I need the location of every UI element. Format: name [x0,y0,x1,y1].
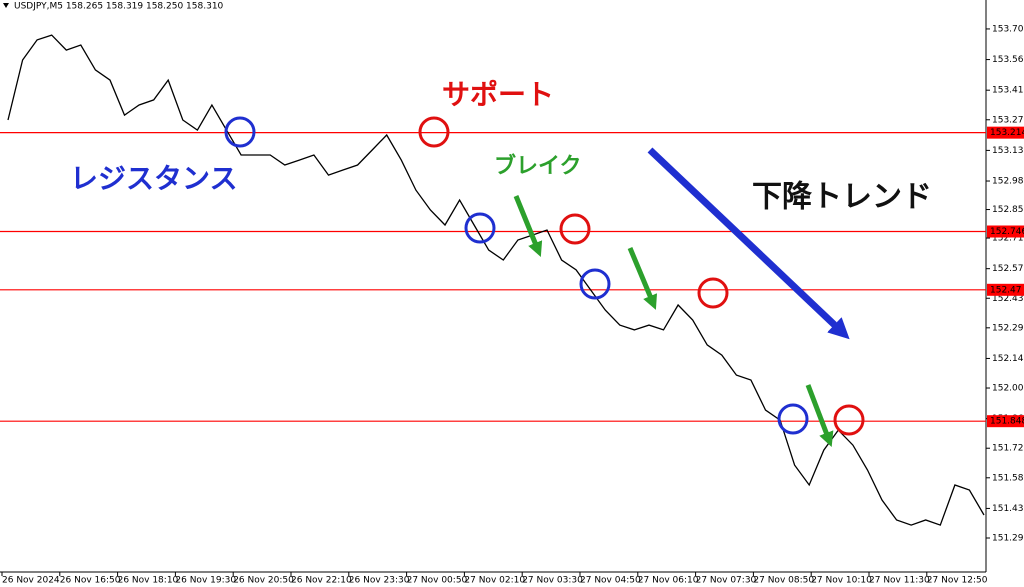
level-label-bg [987,126,1024,139]
x-tick-label: 26 Nov 2024 [2,576,60,586]
y-tick-label: 152.430 [992,294,1024,304]
level-label-bg [987,225,1024,238]
annotation-arrows [513,147,850,448]
x-tick-label: 26 Nov 22:10 [291,576,352,586]
level-label-bg [987,283,1024,296]
y-tick-label: 151.720 [992,444,1024,454]
annotation: レジスタンス [70,162,237,195]
y-tick-label: 153.275 [992,115,1024,125]
x-tick-label: 27 Nov 04:50 [580,576,641,586]
x-tick-label: 26 Nov 18:10 [118,576,179,586]
y-tick-label: 152.570 [992,264,1024,274]
arrow [513,195,543,257]
level-label: 153.214 [990,128,1024,138]
circle [777,403,809,435]
circle [559,213,591,245]
circle [418,116,450,148]
circle [833,404,865,436]
y-tick-label: 151.435 [992,504,1024,514]
x-tick-label: 26 Nov 16:50 [60,576,121,586]
arrow [805,384,834,448]
circle [464,212,496,244]
x-tick-label: 26 Nov 19:30 [175,576,236,586]
annotation: 下降トレンド [752,180,932,215]
y-tick-label: 152.715 [992,234,1024,244]
x-tick-label: 27 Nov 02:10 [464,576,525,586]
y-tick-label: 151.580 [992,473,1024,483]
x-tick-label: 26 Nov 23:30 [349,576,410,586]
x-tick-label: 27 Nov 11:30 [869,576,930,586]
arrow [647,147,850,340]
y-tick-label: 151.295 [992,533,1024,543]
chart-title: USDJPY,M5 158.265 158.319 158.250 158.31… [14,2,224,12]
y-tick-label: 153.415 [992,86,1024,96]
x-tick-label: 27 Nov 12:50 [927,576,988,586]
annotation: サポート [442,78,554,111]
circle [579,268,611,300]
level-label-bg [987,415,1024,428]
x-tick-label: 26 Nov 20:50 [233,576,294,586]
x-tick-label: 27 Nov 10:10 [811,576,872,586]
y-tick-label: 152.850 [992,205,1024,215]
x-tick-label: 27 Nov 08:50 [753,576,814,586]
header-icon [3,3,9,8]
y-tick-label: 152.005 [992,384,1024,394]
circle [224,116,256,148]
x-tick-label: 27 Nov 07:30 [696,576,757,586]
x-tick-label: 27 Nov 03:30 [522,576,583,586]
x-tick-label: 27 Nov 00:50 [407,576,468,586]
annotation: ブレイク [494,153,582,179]
y-tick-label: 152.985 [992,177,1024,187]
y-tick-label: 152.290 [992,323,1024,333]
y-tick-label: 153.560 [992,55,1024,65]
x-tick-label: 27 Nov 06:10 [638,576,699,586]
y-tick-label: 152.145 [992,354,1024,364]
annotation-circles [224,116,865,436]
level-label: 152.746 [990,227,1024,237]
level-label: 151.848 [990,417,1024,427]
y-tick-label: 153.130 [992,146,1024,156]
level-label: 152.47 [990,285,1022,295]
circle [697,277,729,309]
y-tick-label: 153.705 [992,24,1024,34]
arrow [627,247,658,310]
price-line [7,34,985,526]
